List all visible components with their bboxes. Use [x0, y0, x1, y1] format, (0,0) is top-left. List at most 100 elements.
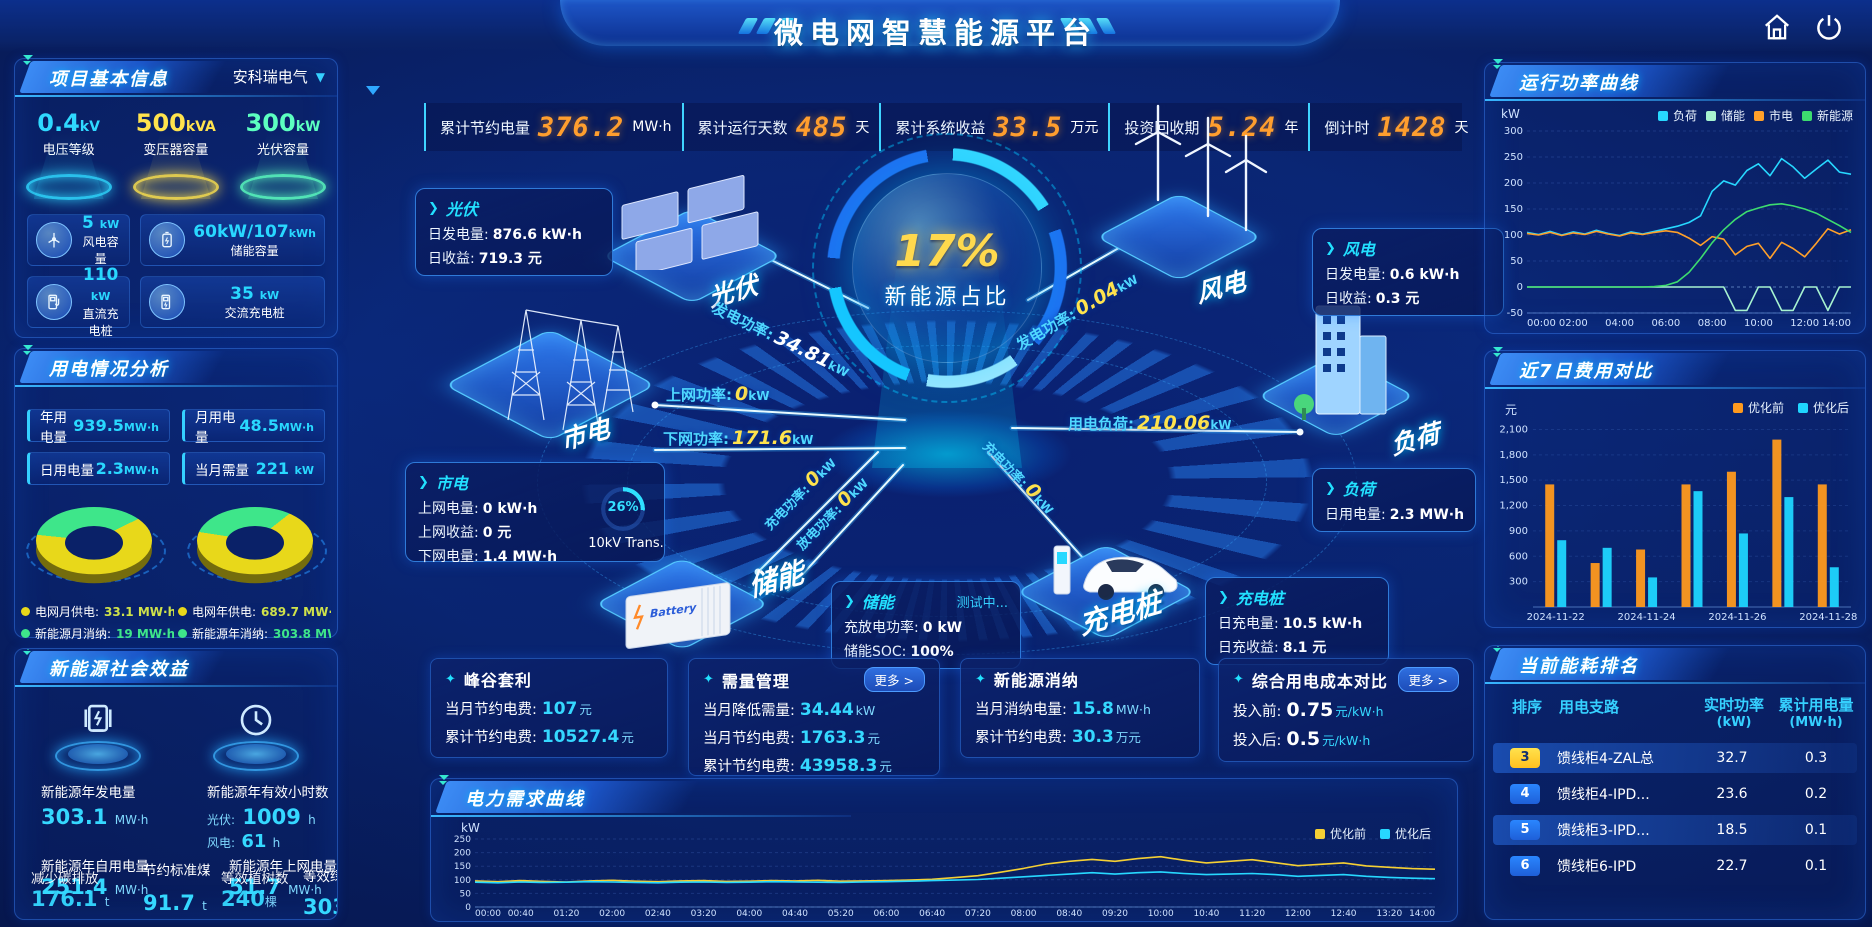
benefit-certs: 等效绿证数 303张: [303, 869, 337, 919]
svg-text:00:00: 00:00: [1527, 318, 1556, 329]
panel-usage-analysis: 用电情况分析 年用电量 939.5MW·h 月用电量 48.5MW·h 日用电量 2.…: [14, 345, 338, 641]
ac-charger-icon: [149, 284, 186, 320]
renewable-share-value: 17%: [894, 225, 1000, 277]
panel-corner-icon: [1491, 345, 1511, 365]
legend-grid-year: 电网年供电:689.7 MW·h (69%): [178, 603, 331, 620]
load-info-box: ❯ 负荷 日用电量: 2.3 MW·h: [1312, 468, 1476, 532]
ev-car-illustration: [1053, 545, 1178, 600]
benefit-trees: 等效植树数 240棵: [221, 871, 289, 911]
svg-text:10:00: 10:00: [1744, 318, 1773, 329]
panel-cost-compare: 近7日费用对比 元 优化前 优化后 300 600 900 1,200 1,500 1,8…: [1484, 347, 1866, 628]
cost-unit-label: 元: [1505, 403, 1518, 417]
card-storage-capacity: 60kW/107kWh 储能容量: [140, 214, 325, 266]
header-banner: [560, 0, 1340, 46]
panel-corner-icon: [1491, 57, 1511, 77]
svg-text:06:00: 06:00: [873, 909, 899, 919]
chevron-right-icon: ❯: [418, 474, 429, 490]
svg-text:03:20: 03:20: [691, 909, 717, 919]
ranking-table-header: 排序 用电支路 实时功率 (kW) 累计用电量 (MW·h): [1511, 696, 1854, 730]
svg-text:02:00: 02:00: [599, 909, 625, 919]
svg-text:09:20: 09:20: [1102, 909, 1128, 919]
svg-text:600: 600: [1509, 551, 1528, 562]
legend-renewable-year: 新能源年消纳:303.8 MW·h (31%): [178, 625, 331, 642]
svg-text:1,800: 1,800: [1499, 450, 1528, 461]
transformer-label: 10kV Trans.: [588, 536, 664, 551]
table-row[interactable]: 4 馈线柜4-IPD... 23.6 0.2: [1493, 779, 1857, 809]
panel-usage-header: 用电情况分析: [15, 345, 337, 387]
svg-text:12:00: 12:00: [1285, 909, 1311, 919]
demand-more-button[interactable]: 更多 >: [863, 667, 925, 692]
benefit-gen: 新能源年发电量 303.1 MW·h: [41, 785, 149, 829]
svg-text:02:00: 02:00: [1559, 318, 1588, 329]
panel-corner-icon: [21, 343, 41, 363]
dropdown-arrow-icon: [366, 86, 380, 95]
svg-text:2024-11-22: 2024-11-22: [1527, 612, 1585, 623]
company-select[interactable]: 安科瑞电气 ▼: [233, 66, 325, 87]
card-wind-capacity: 5 kW 风电容量: [27, 213, 131, 266]
panel-corner-icon: [1491, 646, 1511, 660]
power-icon[interactable]: [1814, 12, 1844, 42]
spotlight-voltage: 0.4kV 电压等级: [15, 109, 122, 200]
panel-social-benefit: 新能源社会效益 新能源年发电量 303.1 MW·h 新能源年有效小时数 光伏:…: [14, 648, 338, 920]
spark-icon: ✦: [1233, 672, 1244, 687]
power-unit-label: kW: [1501, 107, 1520, 121]
panel-power-curve: 运行功率曲线 kW 负荷 储能 市电 新能源 -50 0 50 100 150 200 25…: [1484, 59, 1866, 334]
table-row[interactable]: 5 馈线柜3-IPD... 18.5 0.1: [1493, 815, 1857, 845]
svg-text:10:40: 10:40: [1193, 909, 1219, 919]
stat-month-usage: 月用电量 48.5MW·h: [182, 409, 325, 446]
wind-turbines-illustration: [1134, 104, 1268, 232]
svg-text:05:20: 05:20: [828, 909, 854, 919]
app-header: 微电网智慧能源平台: [0, 0, 1872, 52]
rank-badge: 5: [1510, 820, 1540, 840]
card-dc-charger: 110 kW 直流充电桩: [27, 265, 131, 338]
svg-text:08:00: 08:00: [1698, 318, 1727, 329]
solar-panels-illustration: [621, 175, 759, 270]
legend-grid-month: 电网月供电:33.1 MW·h (64%): [21, 603, 174, 620]
svg-text:07:20: 07:20: [965, 909, 991, 919]
svg-text:1,200: 1,200: [1499, 501, 1528, 512]
dc-charger-icon: [36, 284, 72, 320]
chevron-right-icon: ❯: [1325, 240, 1336, 256]
svg-text:13:20: 13:20: [1376, 909, 1402, 919]
benefit-coal: 节约标准煤 91.7 t: [143, 863, 211, 915]
svg-text:1,500: 1,500: [1499, 475, 1528, 486]
kpi-countdown: 倒计时 1428 天: [1308, 103, 1478, 151]
flow-to-grid: 上网功率: 0kW: [666, 383, 770, 405]
benefit-hours: 新能源年有效小时数 光伏: 1009 h 风电: 61 h: [207, 785, 329, 852]
home-icon[interactable]: [1762, 12, 1792, 42]
panel-corner-icon: [21, 649, 41, 663]
svg-text:2024-11-24: 2024-11-24: [1618, 612, 1676, 623]
chevron-right-icon: ❯: [1325, 480, 1336, 496]
flow-from-grid: 下网功率: 171.6kW: [663, 427, 814, 449]
panel-corner-icon: [437, 773, 457, 793]
renewable-share-orb: 17% 新能源占比: [852, 173, 1042, 363]
svg-text:50: 50: [460, 889, 472, 899]
power-legend: 负荷 储能 市电 新能源: [1657, 107, 1853, 124]
svg-text:-50: -50: [1507, 308, 1523, 319]
demand-legend: 优化前 优化后: [1314, 825, 1431, 842]
benefit-to-grid: 新能源年上网电量 51.7 MW·h: [229, 859, 337, 899]
svg-text:100: 100: [454, 876, 471, 886]
table-row[interactable]: 6 馈线柜6-IPD 22.7 0.1: [1493, 851, 1857, 881]
capacity-cards: 5 kW 风电容量 60kW/107kWh 储能容量 110 kW 直流充电桩 35 …: [15, 200, 337, 338]
chevron-right-icon: ❯: [844, 593, 855, 609]
renewable-share-label: 新能源占比: [884, 284, 1010, 310]
svg-text:00:00: 00:00: [475, 909, 501, 919]
spotlight-transformer: 500kVA 变压器容量: [122, 109, 229, 200]
transformer-load-gauge: [601, 487, 645, 531]
spark-icon: ✦: [975, 671, 986, 687]
benefit-gen-pedestal: [55, 704, 141, 771]
table-row[interactable]: 3 馈线柜4-ZAL总 32.7 0.3: [1493, 743, 1857, 773]
svg-text:2024-11-26: 2024-11-26: [1708, 612, 1766, 623]
svg-text:2024-11-28: 2024-11-28: [1799, 612, 1857, 623]
panel-power-header: 运行功率曲线: [1485, 59, 1865, 101]
svg-text:50: 50: [1510, 256, 1523, 267]
svg-text:300: 300: [1504, 126, 1523, 137]
svg-text:200: 200: [454, 849, 471, 859]
testing-badge: 测试中...: [956, 595, 1008, 611]
cost-more-button[interactable]: 更多 >: [1397, 667, 1459, 692]
orb-dashed-ring: [812, 133, 1082, 403]
svg-text:12:40: 12:40: [1331, 909, 1357, 919]
stat-month-demand: 当月需量 221 kW: [182, 452, 325, 485]
